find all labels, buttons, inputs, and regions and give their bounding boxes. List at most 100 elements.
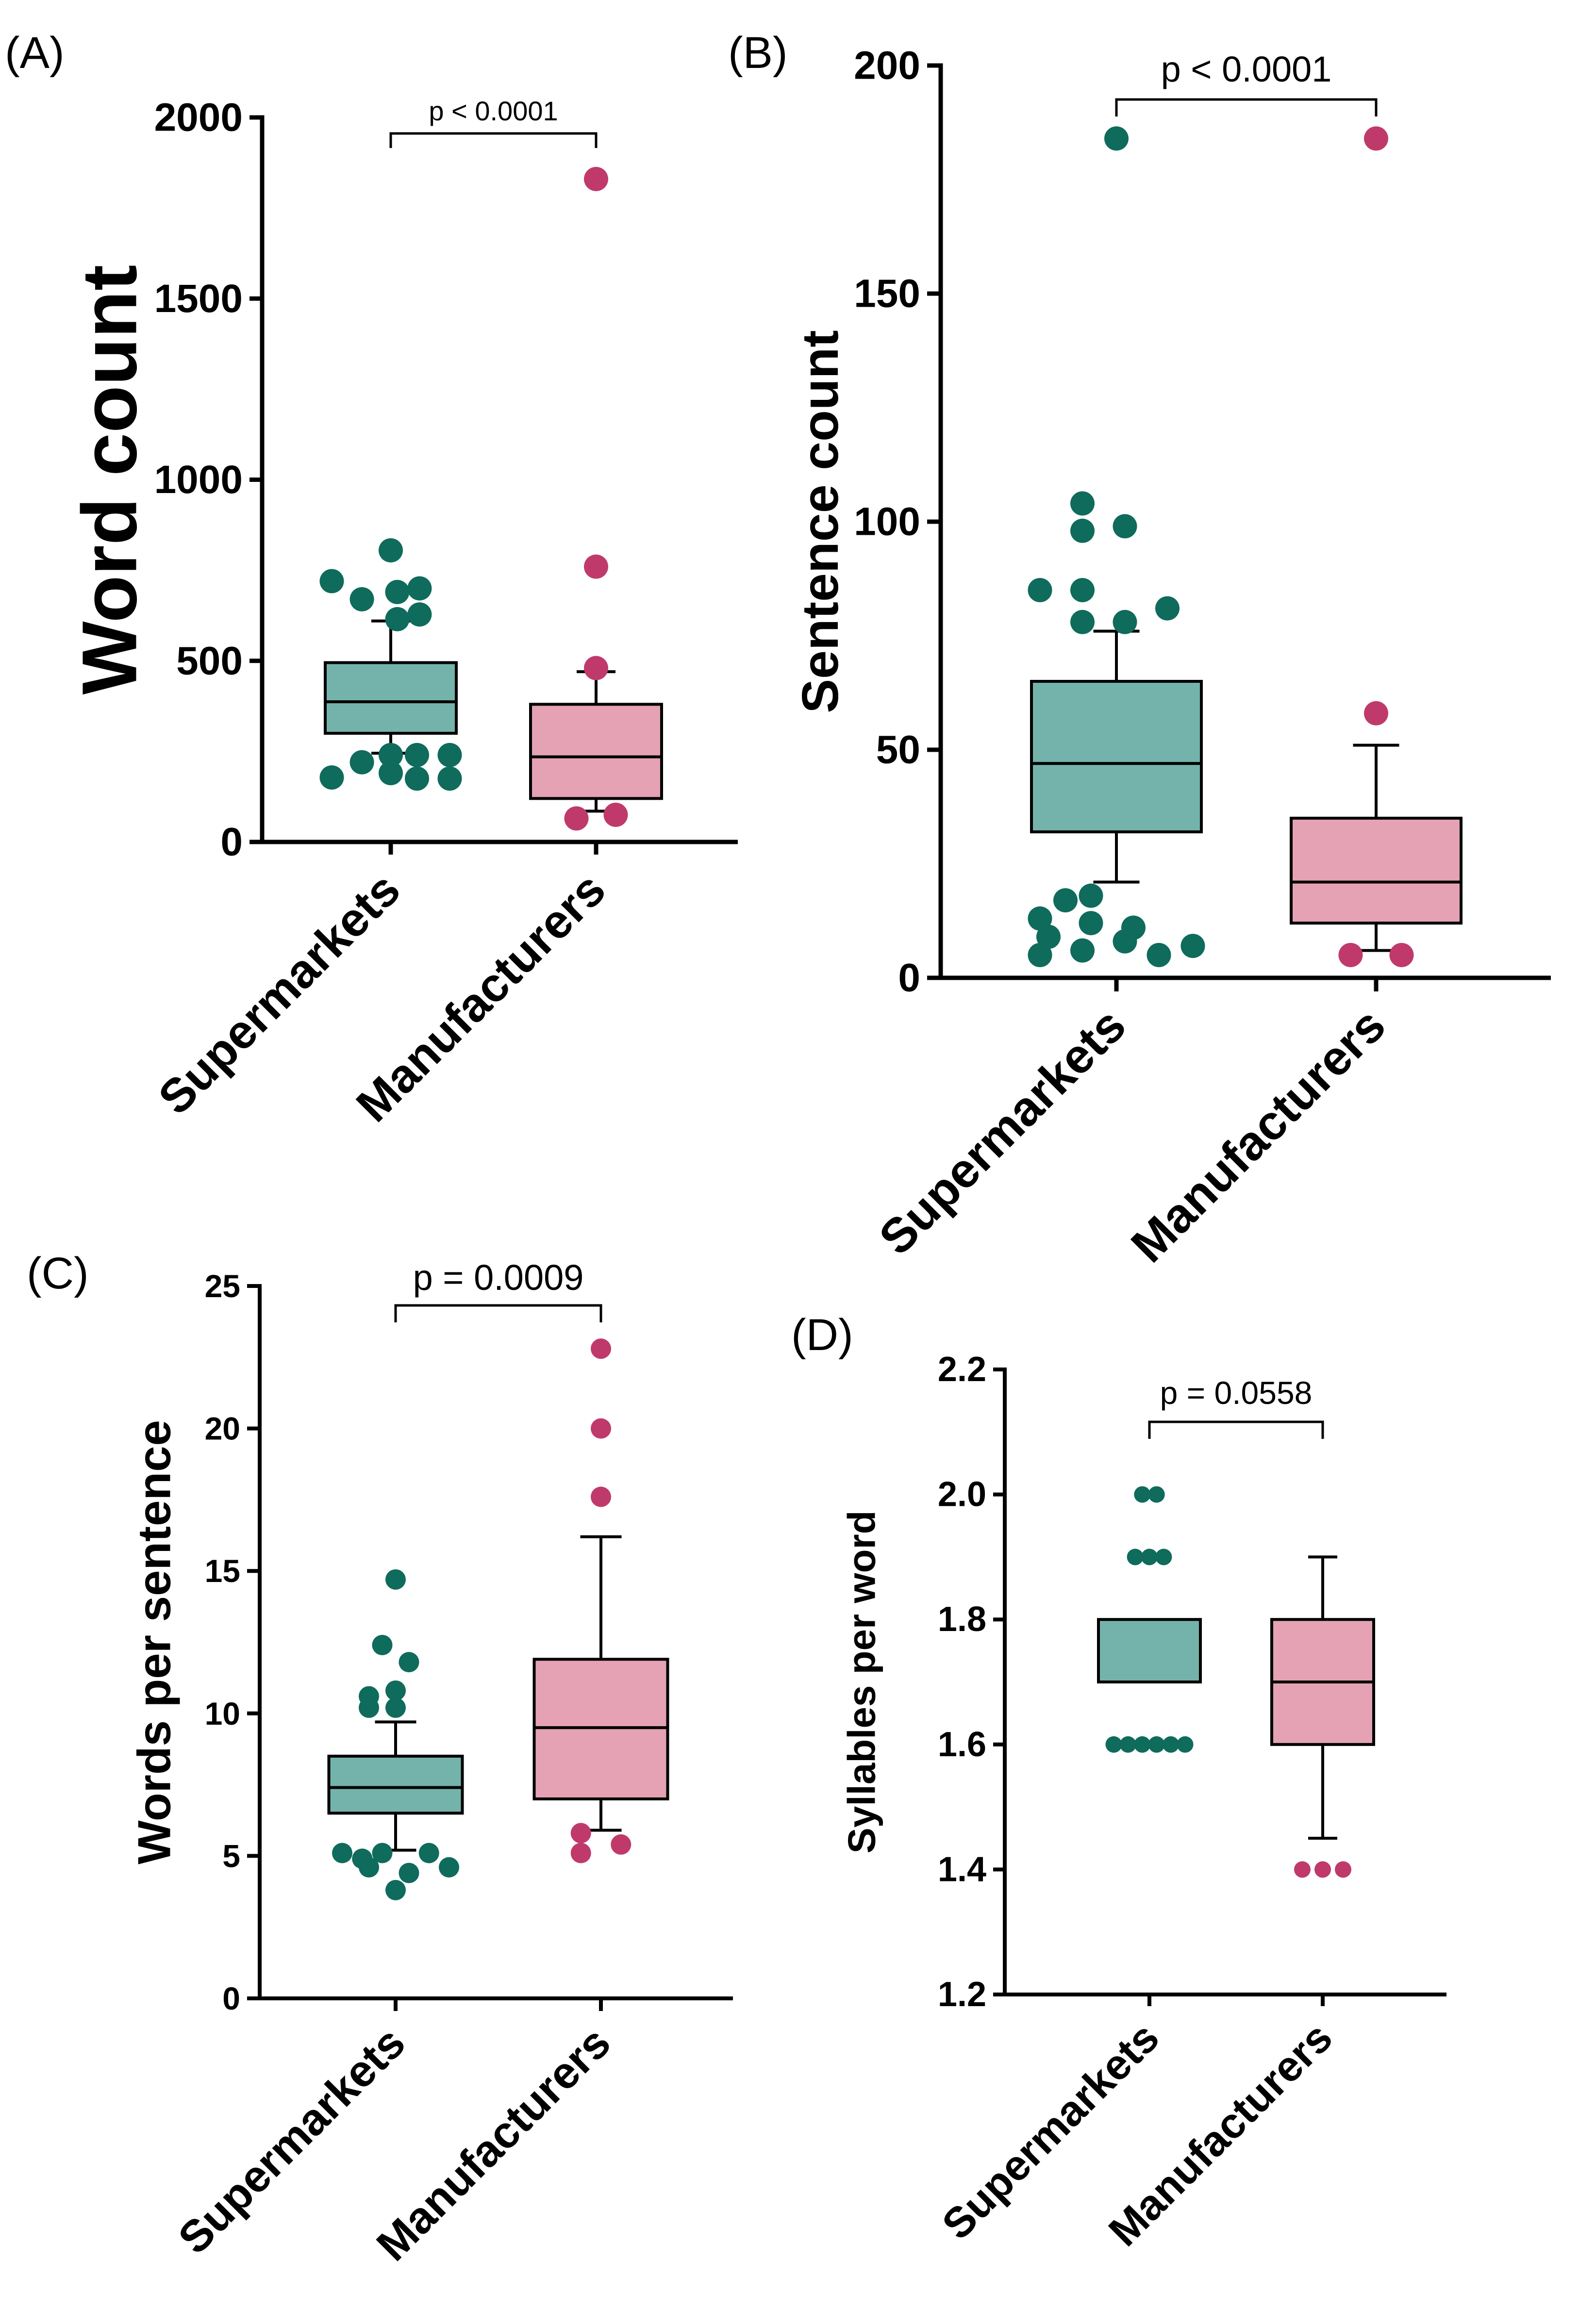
outlier-point — [1127, 1549, 1144, 1566]
y-tick-label: 2.0 — [938, 1475, 986, 1514]
y-tick-label: 1.6 — [938, 1725, 986, 1764]
y-tick-label: 5 — [222, 1838, 240, 1874]
outlier-point — [1294, 1861, 1311, 1878]
y-axis-title: Sentence count — [792, 330, 849, 713]
outlier-point — [372, 1843, 393, 1863]
y-tick-label: 2000 — [154, 96, 243, 140]
y-tick-label: 20 — [205, 1411, 240, 1447]
y-tick-label: 1000 — [154, 458, 243, 502]
outlier-point — [603, 803, 628, 827]
outlier-point — [570, 1823, 591, 1844]
outlier-point — [1053, 888, 1078, 913]
outlier-point — [385, 1698, 406, 1718]
outlier-point — [1070, 610, 1095, 634]
significance-bracket — [1148, 1420, 1324, 1439]
significance-bracket — [394, 1304, 602, 1322]
series-manufacturers — [1290, 126, 1463, 967]
x-category-label: Supermarkets — [869, 998, 1136, 1265]
outlier-point — [349, 750, 374, 775]
y-axis-title: Syllables per word — [840, 1511, 883, 1854]
y-tick-label: 1.8 — [938, 1600, 986, 1639]
outlier-point — [439, 1857, 459, 1878]
outlier-point — [584, 166, 608, 191]
outlier-point — [564, 806, 589, 831]
outlier-point — [1105, 1736, 1122, 1753]
outlier-point — [1134, 1736, 1151, 1753]
outlier-point — [1335, 1861, 1351, 1878]
y-tick-label: 500 — [176, 639, 243, 683]
outlier-point — [1147, 943, 1171, 967]
outlier-point — [359, 1857, 379, 1878]
outlier-point — [379, 742, 403, 767]
outlier-point — [1148, 1736, 1165, 1753]
outlier-point — [1079, 883, 1103, 908]
outlier-point — [407, 576, 432, 601]
series-supermarkets — [327, 1569, 464, 1900]
x-category-label: Manufacturers — [1121, 998, 1396, 1272]
outlier-point — [1113, 929, 1137, 954]
y-tick-label: 10 — [205, 1696, 240, 1731]
y-axis-title: Words per sentence — [129, 1420, 181, 1864]
outlier-point — [385, 607, 410, 631]
outlier-point — [379, 761, 403, 786]
outlier-point — [437, 766, 462, 791]
outlier-point — [1364, 126, 1388, 151]
y-tick-label: 0 — [220, 820, 243, 864]
outlier-point — [405, 766, 429, 791]
outlier-point — [319, 765, 344, 790]
y-tick-label: 0 — [898, 956, 920, 1000]
p-value-label: p = 0.0009 — [413, 1257, 584, 1298]
box — [529, 703, 663, 800]
y-tick-label: 150 — [854, 272, 920, 316]
y-axis-title: Word count — [66, 265, 153, 695]
significance-bracket — [389, 132, 598, 148]
outlier-point — [349, 587, 374, 611]
outlier-point — [1028, 578, 1052, 602]
box — [1290, 817, 1463, 925]
series-manufacturers — [529, 166, 663, 831]
outlier-point — [385, 1879, 406, 1900]
outlier-point — [1389, 943, 1414, 967]
significance-bracket — [1115, 98, 1378, 116]
outlier-point — [372, 1634, 393, 1655]
outlier-point — [1070, 491, 1095, 516]
outlier-point — [437, 742, 462, 767]
outlier-point — [385, 1569, 406, 1590]
p-value-label: p < 0.0001 — [1161, 49, 1332, 89]
outlier-point — [591, 1338, 611, 1359]
panel-label: (B) — [728, 28, 788, 78]
y-tick-label: 1.4 — [938, 1850, 986, 1889]
y-tick-label: 50 — [876, 728, 920, 772]
y-tick-label: 100 — [854, 500, 920, 544]
outlier-point — [591, 1418, 611, 1439]
outlier-point — [385, 1680, 406, 1701]
outlier-point — [1070, 518, 1095, 543]
outlier-point — [584, 554, 608, 579]
outlier-point — [1163, 1736, 1180, 1753]
panel-b: (B) 0 50 100 150 200 Sentence count Supermarket… — [728, 28, 1551, 1273]
outlier-point — [1113, 610, 1137, 634]
series-manufacturers — [532, 1338, 669, 1863]
box — [324, 661, 458, 735]
y-tick-label: 2.2 — [938, 1350, 986, 1389]
outlier-point — [1155, 596, 1180, 621]
outlier-point — [399, 1652, 419, 1673]
outlier-point — [399, 1862, 419, 1883]
series-supermarkets — [1097, 1486, 1202, 1753]
outlier-point — [591, 1486, 611, 1507]
series-supermarkets — [1028, 126, 1205, 967]
outlier-point — [1141, 1549, 1158, 1566]
y-tick-label: 15 — [205, 1553, 240, 1589]
box — [1030, 680, 1203, 834]
outlier-point — [1134, 1486, 1151, 1503]
outlier-point — [379, 538, 403, 563]
panel-label: (D) — [791, 1310, 853, 1360]
outlier-point — [1070, 938, 1095, 963]
outlier-point — [407, 602, 432, 627]
y-tick-label: 1.2 — [938, 1975, 986, 2014]
box — [1097, 1618, 1202, 1683]
series-supermarkets — [319, 538, 462, 791]
y-tick-label: 25 — [205, 1268, 240, 1304]
